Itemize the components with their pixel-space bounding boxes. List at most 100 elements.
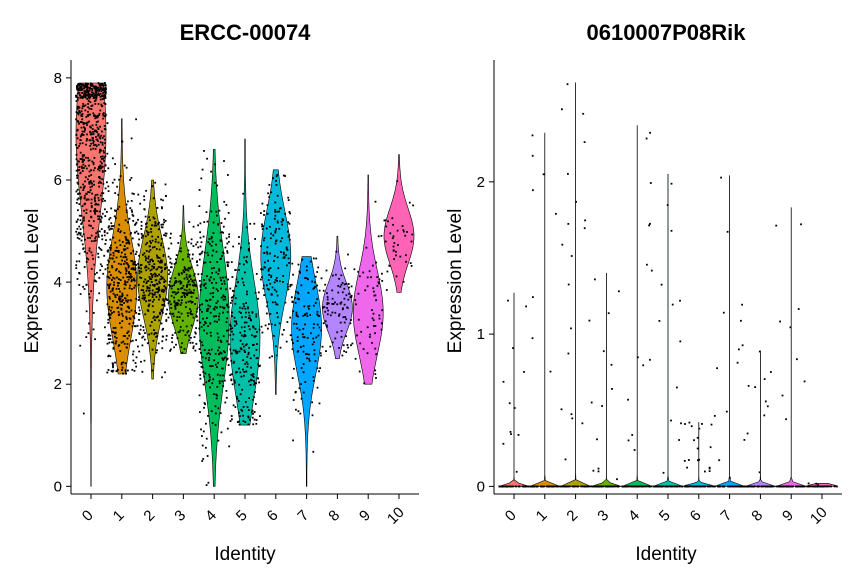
data-point bbox=[219, 258, 222, 260]
data-point bbox=[79, 111, 81, 114]
data-point bbox=[240, 334, 243, 337]
data-point bbox=[268, 323, 270, 326]
data-point bbox=[101, 84, 104, 87]
data-point bbox=[149, 240, 151, 243]
data-point bbox=[204, 251, 206, 254]
data-point bbox=[678, 439, 680, 441]
data-point bbox=[276, 303, 279, 306]
data-point bbox=[184, 269, 187, 272]
points-2 bbox=[136, 181, 169, 379]
data-point bbox=[84, 238, 86, 241]
data-point bbox=[140, 233, 143, 235]
data-point bbox=[109, 317, 112, 319]
data-point bbox=[101, 130, 103, 133]
data-point bbox=[698, 458, 701, 461]
data-point bbox=[117, 208, 119, 211]
data-point bbox=[154, 238, 157, 241]
data-point bbox=[80, 114, 83, 116]
data-point bbox=[244, 362, 246, 365]
data-point bbox=[182, 329, 185, 332]
data-point bbox=[81, 167, 84, 170]
data-point bbox=[258, 328, 261, 331]
data-point bbox=[302, 391, 305, 394]
data-point bbox=[602, 350, 605, 353]
data-point bbox=[107, 276, 110, 278]
data-point bbox=[219, 231, 222, 234]
data-point bbox=[245, 370, 248, 373]
data-point bbox=[344, 316, 347, 318]
data-point bbox=[76, 174, 78, 177]
data-point bbox=[173, 301, 176, 304]
data-point bbox=[302, 371, 305, 374]
data-point bbox=[130, 259, 133, 262]
data-point bbox=[130, 340, 132, 343]
data-point bbox=[286, 283, 289, 286]
data-point bbox=[153, 333, 156, 336]
data-point bbox=[366, 326, 369, 329]
data-point bbox=[282, 174, 285, 177]
data-point bbox=[85, 139, 88, 142]
data-point bbox=[270, 274, 273, 277]
data-point bbox=[803, 380, 806, 383]
data-point bbox=[302, 350, 305, 353]
data-point bbox=[372, 264, 374, 267]
data-point bbox=[275, 277, 278, 279]
data-point bbox=[97, 82, 100, 84]
data-point bbox=[109, 355, 112, 358]
data-point bbox=[121, 312, 123, 315]
data-point bbox=[241, 343, 244, 345]
data-point bbox=[218, 382, 221, 385]
data-point bbox=[346, 306, 348, 309]
data-point bbox=[154, 221, 157, 223]
data-point bbox=[163, 218, 165, 221]
y-tick-label: 1 bbox=[477, 326, 485, 343]
data-point bbox=[88, 107, 91, 110]
data-point bbox=[95, 94, 98, 96]
data-point bbox=[94, 99, 97, 102]
data-point bbox=[156, 275, 159, 277]
data-point bbox=[184, 306, 187, 308]
data-point bbox=[176, 302, 179, 304]
data-point bbox=[108, 277, 111, 280]
data-point bbox=[244, 351, 246, 353]
data-point bbox=[214, 181, 216, 184]
data-point bbox=[291, 348, 294, 351]
data-point bbox=[97, 168, 99, 171]
data-point bbox=[287, 221, 290, 224]
data-point bbox=[350, 285, 353, 288]
data-point bbox=[561, 108, 563, 111]
data-point bbox=[75, 153, 78, 156]
data-point bbox=[396, 180, 399, 183]
data-point bbox=[150, 242, 152, 244]
data-point bbox=[278, 227, 281, 230]
data-point bbox=[260, 278, 262, 281]
data-point bbox=[581, 422, 584, 425]
data-point bbox=[222, 276, 224, 279]
data-point bbox=[250, 366, 252, 369]
data-point bbox=[108, 305, 111, 308]
points-8 bbox=[744, 350, 775, 488]
y-tick-label: 0 bbox=[477, 478, 485, 495]
data-point bbox=[103, 146, 106, 149]
data-point bbox=[104, 326, 106, 329]
data-point bbox=[319, 352, 322, 354]
data-point bbox=[131, 279, 133, 281]
data-point bbox=[138, 270, 141, 272]
data-point bbox=[117, 278, 120, 280]
data-point bbox=[131, 288, 133, 290]
data-point bbox=[103, 115, 106, 117]
data-point bbox=[108, 314, 111, 317]
data-point bbox=[270, 232, 272, 235]
data-point bbox=[731, 485, 734, 488]
data-point bbox=[375, 353, 378, 356]
data-point bbox=[218, 380, 221, 382]
data-point bbox=[153, 285, 156, 287]
data-point bbox=[109, 238, 112, 241]
data-point bbox=[104, 243, 107, 245]
data-point bbox=[231, 383, 234, 386]
data-point bbox=[219, 305, 221, 308]
data-point bbox=[177, 291, 180, 294]
data-point bbox=[86, 124, 88, 126]
chart-title: ERCC-00074 bbox=[180, 20, 312, 45]
data-point bbox=[118, 299, 121, 302]
